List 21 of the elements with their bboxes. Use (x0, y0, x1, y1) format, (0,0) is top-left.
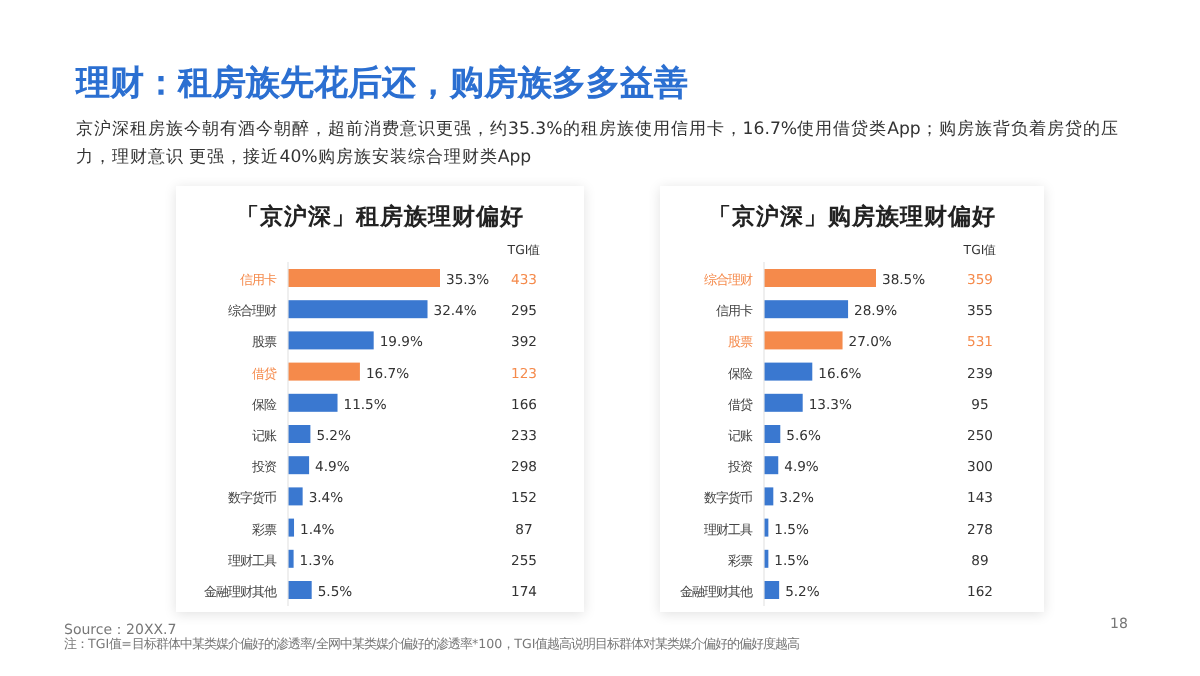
bar (288, 456, 310, 475)
bar (288, 581, 312, 599)
bar (764, 269, 876, 287)
chart-title: 「京沪深」租房族理财偏好 (236, 202, 524, 230)
text: 京沪深租房族今朝有酒今朝醉，超前消费意识更强，约35.3%的租房族使用信用卡，16.7%使用借贷类App；购房族背负着房贷的压力，理财意识 更强，接近40%购房族安装综合理财类App (76, 117, 1121, 172)
chart-title: 「京沪深」购房族理财偏好 (708, 202, 996, 230)
bar (764, 362, 813, 381)
bar (764, 425, 781, 443)
bar (288, 487, 303, 506)
bar (288, 300, 428, 319)
bar (288, 425, 311, 443)
bar (288, 393, 338, 412)
bar (288, 362, 360, 381)
bar (764, 331, 843, 350)
bar (764, 300, 849, 319)
bar (764, 581, 780, 599)
bar (288, 331, 374, 350)
text: 理财：租房族先花后还，购房族多多益善 (76, 62, 688, 106)
bar (764, 393, 803, 412)
bar (288, 269, 440, 287)
bar (764, 456, 779, 475)
